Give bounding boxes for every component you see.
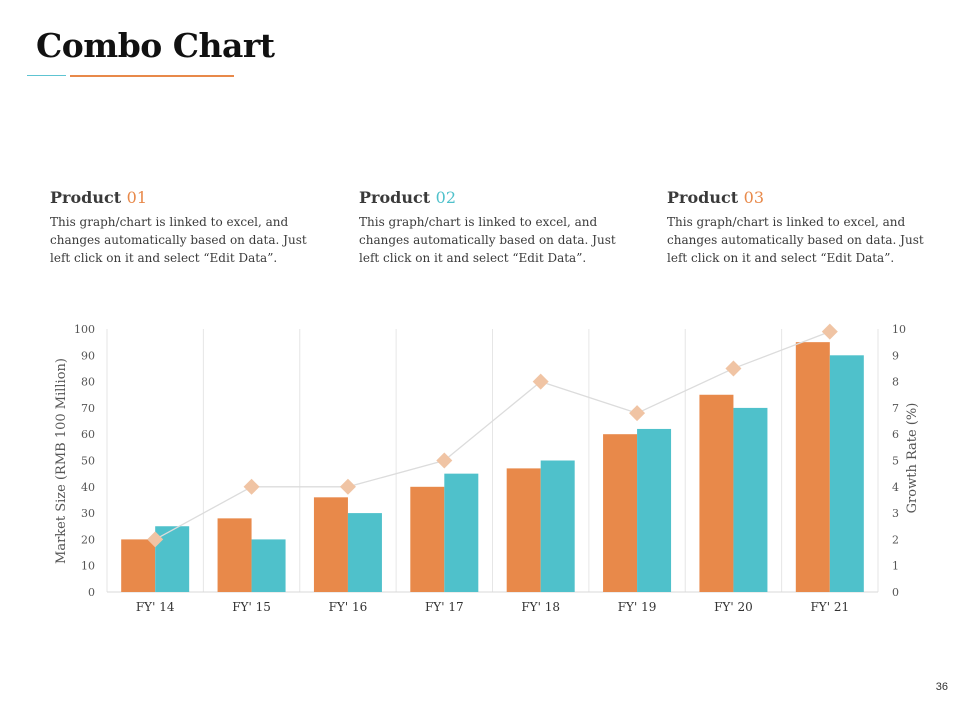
bar-series-2 [540, 460, 575, 592]
product-name: Product [359, 188, 431, 207]
bar-series-2 [251, 539, 286, 592]
x-tick-label: FY' 18 [521, 600, 560, 614]
bar-series-1 [410, 486, 445, 592]
y2-tick-label: 9 [892, 349, 899, 362]
product-name: Product [667, 188, 739, 207]
y2-tick-label: 7 [892, 402, 899, 415]
bar-series-2 [733, 407, 768, 592]
growth-rate-marker [147, 531, 164, 548]
y2-tick-label: 4 [892, 481, 899, 494]
product-block-3: Product 03 This graph/chart is linked to… [667, 188, 927, 267]
y2-tick-label: 5 [892, 455, 899, 468]
x-tick-label: FY' 19 [618, 600, 657, 614]
y2-tick-label: 3 [892, 507, 899, 520]
product-block-1: Product 01 This graph/chart is linked to… [50, 188, 310, 267]
product-name: Product [50, 188, 122, 207]
y-tick-label: 0 [88, 586, 95, 599]
page-title: Combo Chart [36, 26, 275, 65]
bar-series-2 [444, 473, 479, 592]
product-number: 01 [126, 188, 148, 207]
x-tick-label: FY' 14 [136, 600, 175, 614]
bar-series-1 [217, 518, 252, 592]
y2-axis-title: Growth Rate (%) [905, 403, 920, 514]
bar-series-1 [506, 468, 541, 592]
y-tick-label: 80 [81, 376, 95, 389]
bar-series-1 [603, 434, 638, 592]
growth-rate-marker [532, 373, 549, 390]
title-underline-blue [27, 75, 66, 76]
y-tick-label: 60 [81, 428, 95, 441]
product-block-2: Product 02 This graph/chart is linked to… [359, 188, 619, 267]
y-tick-label: 90 [81, 349, 95, 362]
growth-rate-marker [725, 360, 742, 377]
y-tick-label: 50 [81, 455, 95, 468]
x-tick-label: FY' 16 [329, 600, 368, 614]
y2-tick-label: 8 [892, 376, 899, 389]
y-tick-label: 20 [81, 533, 95, 546]
bar-series-1 [795, 342, 830, 592]
product-number: 03 [743, 188, 765, 207]
x-tick-label: FY' 15 [232, 600, 271, 614]
growth-rate-marker [243, 478, 260, 495]
product-description: This graph/chart is linked to excel, and… [359, 215, 616, 265]
product-title: Product 02 [359, 188, 619, 207]
y-tick-label: 30 [81, 507, 95, 520]
product-description: This graph/chart is linked to excel, and… [50, 215, 307, 265]
product-title: Product 01 [50, 188, 310, 207]
y2-tick-label: 2 [892, 533, 899, 546]
x-tick-label: FY' 21 [810, 600, 849, 614]
y2-tick-label: 6 [892, 428, 899, 441]
y2-tick-label: 1 [892, 560, 899, 573]
growth-rate-marker [821, 323, 838, 340]
title-underline-orange [70, 75, 234, 77]
growth-rate-line [154, 331, 831, 540]
bar-series-2 [347, 513, 382, 592]
growth-rate-marker [629, 405, 646, 422]
x-tick-label: FY' 20 [714, 600, 753, 614]
y-tick-label: 100 [74, 323, 95, 336]
y-tick-label: 40 [81, 481, 95, 494]
product-number: 02 [435, 188, 457, 207]
bar-series-2 [829, 355, 864, 592]
y-axis-title: Market Size (RMB 100 Million) [54, 358, 69, 564]
page-number: 36 [935, 681, 948, 693]
y-tick-label: 10 [81, 560, 95, 573]
y-tick-label: 70 [81, 402, 95, 415]
growth-rate-marker [436, 452, 453, 469]
product-description: This graph/chart is linked to excel, and… [667, 215, 924, 265]
product-title: Product 03 [667, 188, 927, 207]
bar-series-2 [155, 526, 190, 592]
bar-series-2 [637, 428, 672, 592]
y2-tick-label: 0 [892, 586, 899, 599]
bar-series-1 [699, 394, 734, 592]
bar-series-1 [121, 539, 156, 592]
growth-rate-marker [339, 478, 356, 495]
bar-series-1 [313, 497, 348, 592]
y2-tick-label: 10 [892, 323, 906, 336]
x-tick-label: FY' 17 [425, 600, 464, 614]
